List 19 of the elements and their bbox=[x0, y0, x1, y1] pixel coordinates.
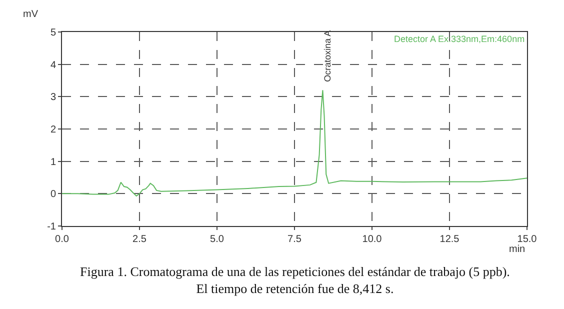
y-tick-label: 3 bbox=[50, 92, 56, 104]
y-tick-label: 1 bbox=[50, 156, 56, 168]
x-tick-label: 15.0 bbox=[517, 234, 538, 245]
line-series bbox=[62, 90, 527, 196]
x-tick-label: 7.5 bbox=[288, 234, 302, 245]
x-tick-label: 0.0 bbox=[55, 234, 70, 245]
y-tick-label: 0 bbox=[50, 189, 56, 200]
y-tick-label: 4 bbox=[50, 60, 56, 71]
y-tick-label: -1 bbox=[47, 222, 56, 232]
y-axis-title: mV bbox=[23, 9, 38, 20]
y-tick-label: 2 bbox=[50, 124, 56, 136]
x-axis-title: min bbox=[509, 244, 526, 255]
x-tick-label: 12.5 bbox=[440, 234, 460, 245]
x-tick-label: 10.0 bbox=[362, 234, 382, 245]
x-tick-label: 2.5 bbox=[132, 234, 147, 245]
x-tick-label: 5.0 bbox=[210, 234, 224, 245]
text: Figura 1. Cromatograma de una de las repeticiones del estándar de trabajo (5 ppb). El tiempo de retención fue de 8,412 s. bbox=[80, 264, 510, 296]
annotation: Detector A Ex:333nm,Em:460nm bbox=[394, 34, 525, 44]
y-tick-label: 5 bbox=[50, 28, 56, 38]
